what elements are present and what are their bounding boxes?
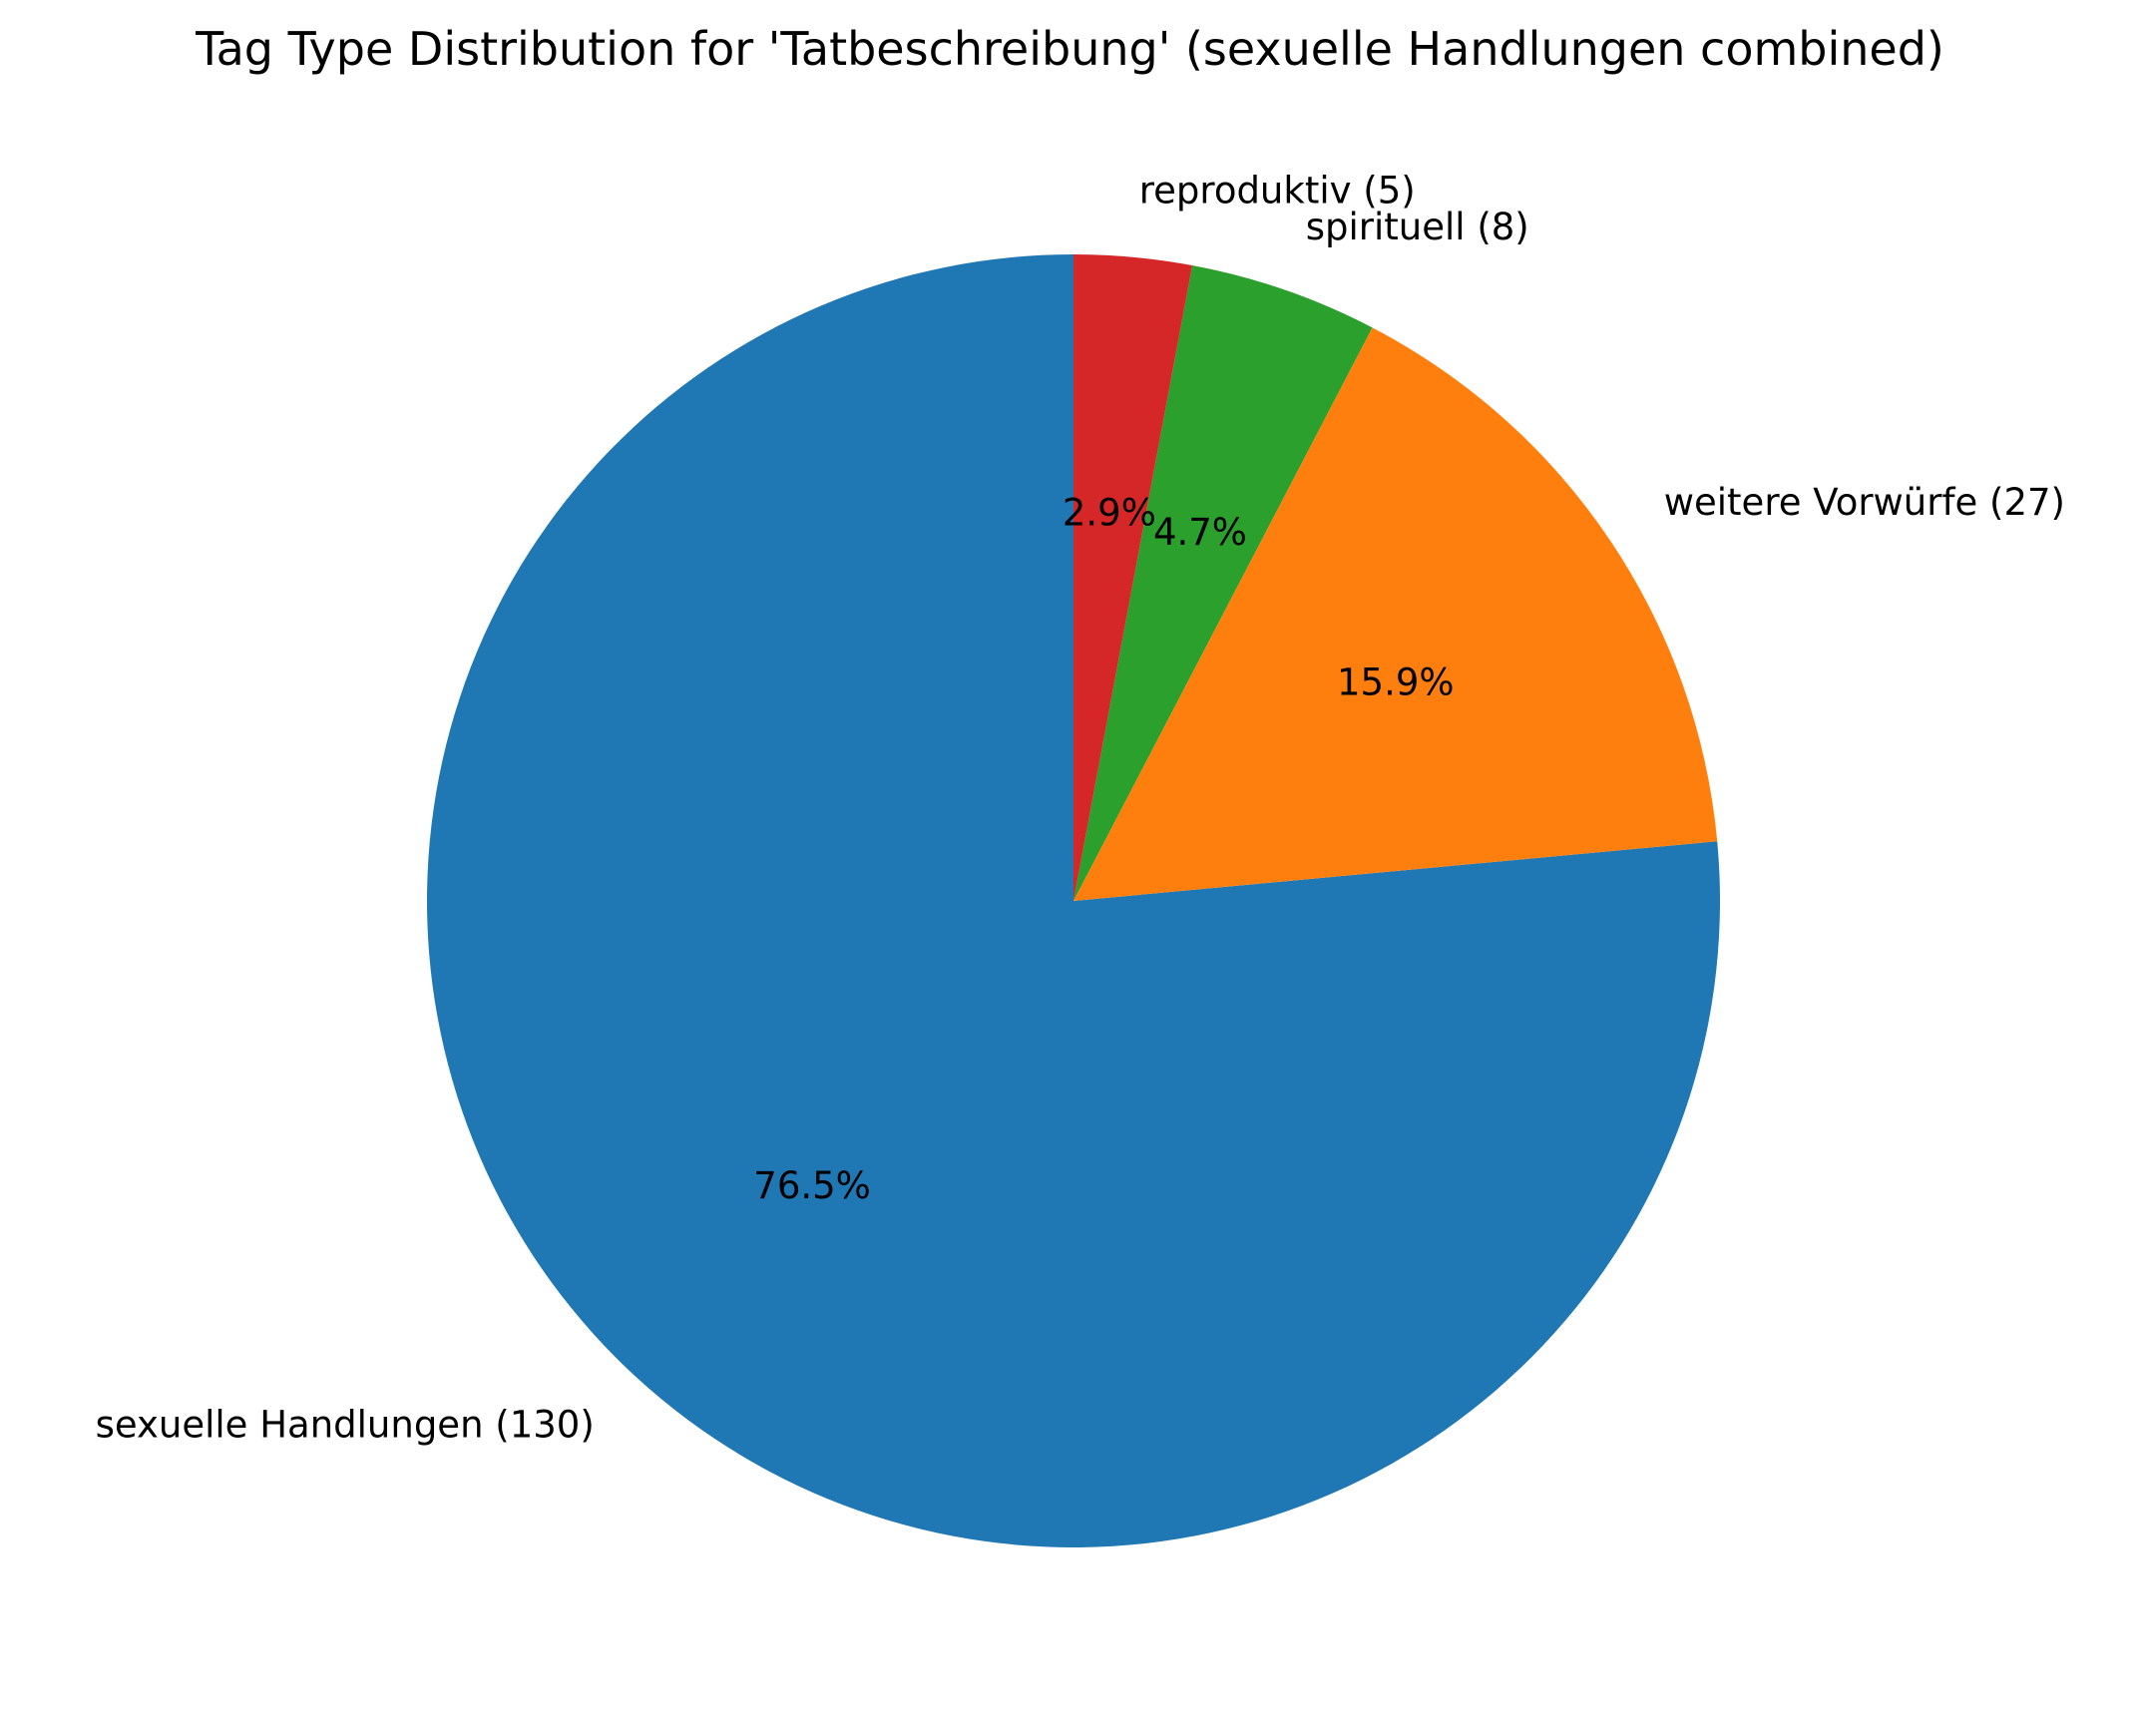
slice-percent-sexuelle-handlungen: 76.5% <box>753 1164 871 1207</box>
slice-percent-weitere-vorwürfe: 15.9% <box>1337 661 1455 704</box>
pie-slice-reproduktiv <box>1073 254 1193 901</box>
slice-label-weitere-vorwürfe: weitere Vorwürfe (27) <box>1664 481 2065 524</box>
slice-percent-spirituell: 4.7% <box>1153 511 1247 554</box>
pie-slice-weitere-vorwürfe <box>1073 327 1718 901</box>
chart-title: Tag Type Distribution for 'Tatbeschreibu… <box>196 22 1944 76</box>
slice-label-sexuelle-handlungen: sexuelle Handlungen (130) <box>96 1403 595 1446</box>
slice-label-spirituell: spirituell (8) <box>1306 206 1529 248</box>
pie-slices <box>427 254 1720 1547</box>
pie-labels: sexuelle Handlungen (130) 76.5% weitere Vo… <box>96 170 2065 1447</box>
slice-label-reproduktiv: reproduktiv (5) <box>1139 170 1416 213</box>
pie-slice-spirituell <box>1073 265 1373 901</box>
slice-percent-reproduktiv: 2.9% <box>1063 491 1156 534</box>
